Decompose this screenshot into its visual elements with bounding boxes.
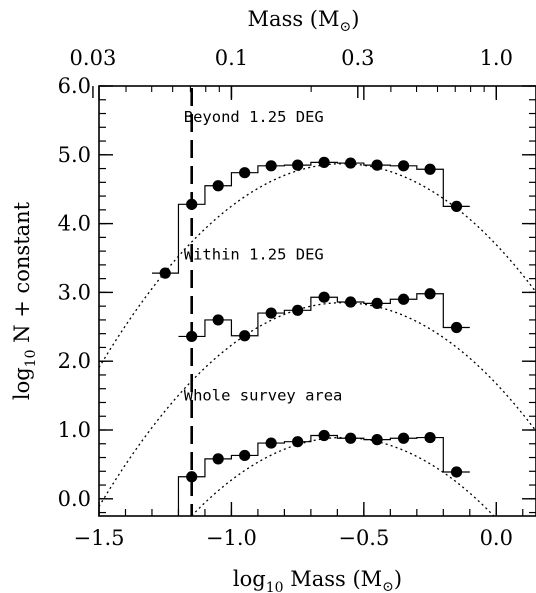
data-point (450, 321, 463, 334)
y-title-log: log (10, 367, 34, 400)
data-point (371, 159, 383, 171)
top-tick-label: 0.1 (215, 46, 248, 70)
data-point (318, 156, 330, 168)
data-point (424, 431, 436, 444)
x-tick-label: 0.0 (480, 526, 513, 550)
data-point (397, 432, 410, 444)
data-point (424, 163, 436, 175)
data-point (345, 432, 357, 444)
data-point (345, 157, 357, 169)
y-tick-label: 3.0 (58, 280, 91, 304)
data-point (239, 167, 251, 179)
data-point (292, 304, 304, 316)
x-tick-label: −0.5 (338, 526, 389, 550)
y-tick-label: 0.0 (58, 487, 91, 511)
data-point (265, 160, 277, 172)
y-tick-label: 1.0 (58, 418, 91, 442)
data-point (450, 200, 463, 212)
panel-annotation: Within 1.25 DEG (184, 246, 324, 264)
panel-annotation: Whole survey area (184, 387, 343, 405)
data-point (371, 297, 383, 310)
data-point (371, 434, 383, 446)
data-point (239, 330, 251, 342)
data-point (397, 293, 410, 305)
data-point (265, 307, 277, 319)
x-title-main: Mass (M (284, 567, 383, 591)
y-tick-label: 6.0 (58, 74, 91, 98)
fit-curve (191, 436, 495, 517)
data-point (159, 267, 171, 279)
x-title-sun: ⊙ (382, 579, 394, 593)
data-point (212, 453, 224, 465)
fit-curves (98, 163, 536, 517)
panel-annotations: Beyond 1.25 DEG Within 1.25 DEG Whole surv… (184, 108, 343, 405)
fit-curve (98, 163, 536, 368)
data-point (318, 429, 330, 442)
y-tick-label: 4.0 (58, 212, 91, 236)
data-point (292, 159, 304, 171)
y-title-sub: 10 (23, 350, 39, 368)
histogram-step (177, 434, 470, 516)
data-point (186, 471, 198, 483)
x-axis-title: log10 Mass (M⊙) (233, 567, 402, 593)
data-point (318, 291, 330, 303)
y-axis-title: log10 N + constant (10, 201, 39, 400)
data-point (397, 160, 410, 172)
plot-frame (98, 85, 536, 517)
tick-labels: −1.5 −1.0 −0.5 0.0 0.0 1.0 2.0 3.0 4.0 5.0 6.0 0.03… (58, 46, 513, 550)
y-title-main: N + constant (10, 201, 34, 349)
fit-curve (98, 302, 536, 507)
data-point (345, 296, 357, 308)
y-tick-label: 2.0 (58, 349, 91, 373)
data-point (292, 436, 304, 448)
x-title-log: log (233, 567, 266, 591)
top-title-main: Mass (M (248, 7, 340, 31)
data-point (239, 449, 251, 462)
histogram-step (151, 161, 470, 274)
x-title-sub: 10 (266, 580, 284, 593)
top-tick-label: 0.3 (341, 46, 374, 70)
data-point (450, 466, 463, 478)
top-title-sun: ⊙ (340, 19, 352, 35)
x-tick-label: −1.5 (74, 526, 125, 550)
top-tick-label: 1.0 (480, 46, 513, 70)
top-tick-label: 0.03 (70, 46, 117, 70)
y-tick-label: 5.0 (58, 143, 91, 167)
data-point (424, 288, 436, 300)
top-title-suffix: ) (351, 7, 359, 31)
data-point (212, 314, 224, 326)
panel-annotation: Beyond 1.25 DEG (184, 108, 324, 126)
histograms (151, 161, 470, 516)
data-point (212, 180, 224, 192)
x-tick-label: −1.0 (206, 526, 257, 550)
x-title-suffix: ) (394, 567, 402, 591)
tick-marks (92, 85, 536, 516)
data-point (265, 437, 277, 449)
top-axis-title: Mass (M⊙) (248, 7, 360, 35)
